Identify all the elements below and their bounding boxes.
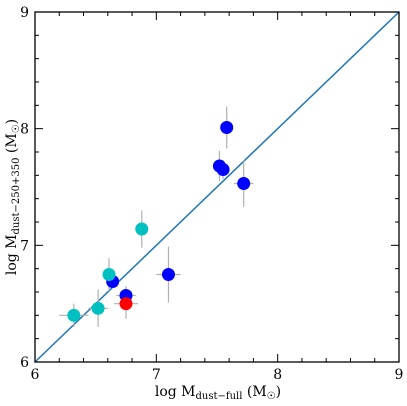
x-tick-label: 7 [152, 367, 161, 383]
x-axis-label-subscript: dust−full [196, 391, 243, 402]
reference-line-layer [34, 11, 400, 363]
data-point-series-0 [216, 163, 230, 176]
x-axis-label-text: log M [155, 384, 196, 400]
plot-frame [34, 11, 400, 363]
y-tick-label: 9 [20, 5, 29, 21]
x-axis-label-close: ) [276, 384, 281, 400]
x-axis-label-sun: ☉ [267, 391, 276, 402]
y-axis-label-text: log M [4, 234, 20, 275]
y-axis-label-close: ) [4, 119, 20, 124]
points-layer [67, 121, 251, 322]
data-point-series-0 [220, 121, 234, 134]
x-tick-label: 6 [31, 367, 40, 383]
data-point-series-2 [102, 268, 116, 281]
y-tick-label: 7 [20, 238, 29, 254]
x-tick-label: 8 [273, 367, 282, 383]
data-point-series-0 [161, 268, 175, 281]
y-axis-label-unit: (M [4, 133, 20, 157]
y-axis-label-sun: ☉ [11, 124, 22, 133]
y-tick-label: 6 [20, 355, 29, 371]
errorbar-layer [59, 106, 254, 327]
y-axis-label-subscript: dust−250+350 [11, 158, 22, 235]
x-axis-label: log Mdust−full (M☉) [155, 384, 281, 402]
data-point-series-0 [237, 177, 251, 190]
x-tick-label: 9 [395, 367, 404, 383]
data-point-series-2 [67, 308, 81, 322]
ticks-layer: 6 7 8 9 6 7 8 9 [20, 5, 403, 383]
data-point-series-2 [135, 222, 149, 236]
y-axis-label: log Mdust−250+350 (M☉) [4, 119, 22, 275]
y-tick-label: 8 [20, 122, 29, 138]
data-point-series-2 [91, 301, 105, 315]
data-point-series-1 [119, 297, 133, 311]
x-axis-label-unit: (M [242, 384, 266, 400]
one-to-one-line [34, 11, 400, 363]
